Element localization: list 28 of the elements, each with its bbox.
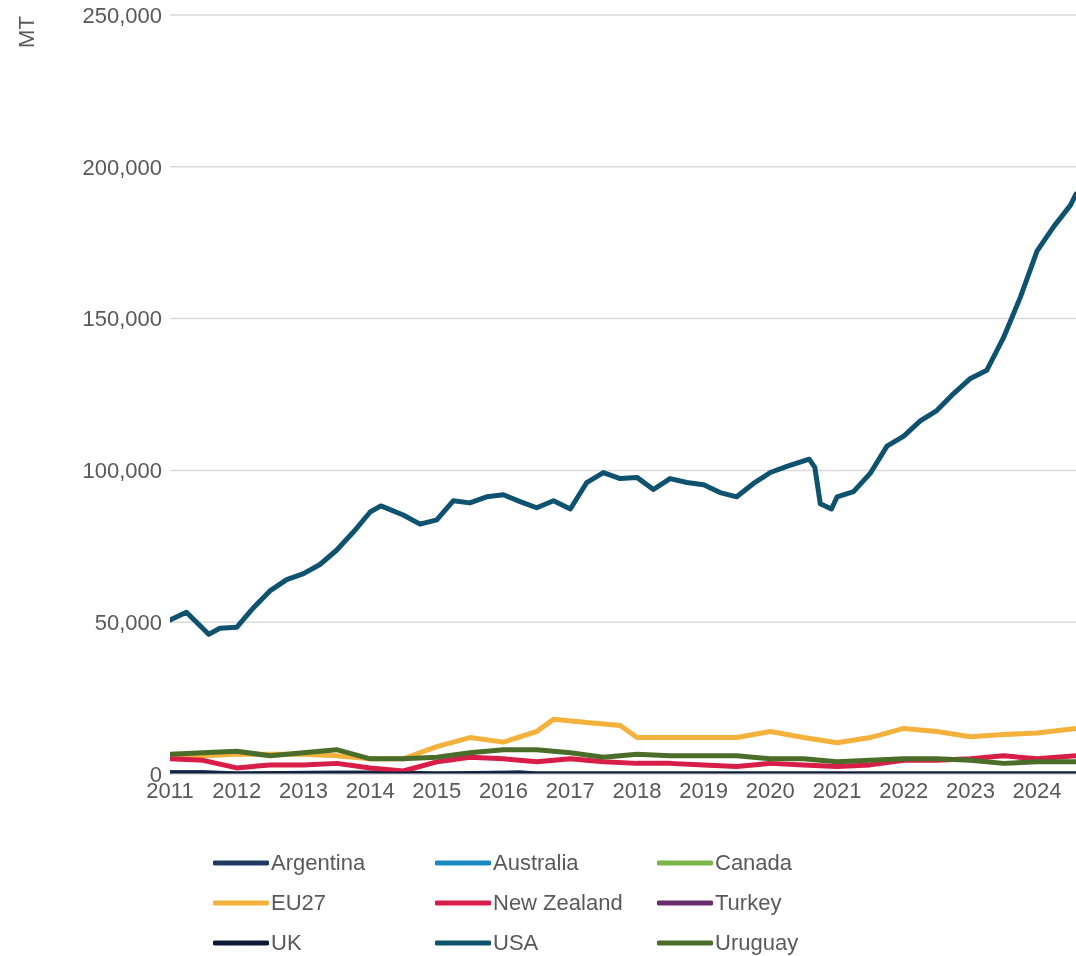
x-tick-label: 2012 <box>212 777 262 803</box>
legend-label: Canada <box>715 850 793 876</box>
x-tick-label: 2019 <box>679 777 729 803</box>
legend-label: Argentina <box>271 850 366 876</box>
legend-label: Uruguay <box>715 930 799 956</box>
x-tick-label: 2023 <box>945 777 995 803</box>
x-tick-label: 2016 <box>479 777 528 803</box>
legend-label: EU27 <box>271 890 327 916</box>
y-tick-label: 100,000 <box>82 458 162 484</box>
y-tick-label: 200,000 <box>82 154 162 180</box>
legend-label: USA <box>493 930 539 956</box>
legend-label: New Zealand <box>493 890 623 916</box>
y-tick-label: 150,000 <box>82 306 162 332</box>
x-tick-label: 2014 <box>345 777 395 803</box>
x-tick-label: 2021 <box>812 777 862 803</box>
x-tick-label: 2013 <box>279 777 328 803</box>
x-tick-label: 2020 <box>745 777 795 803</box>
y-tick-label: 250,000 <box>82 2 162 28</box>
x-tick-label: 2018 <box>612 777 662 803</box>
legend-label: Australia <box>493 850 579 876</box>
x-tick-label: 2017 <box>545 777 595 803</box>
legend-label: UK <box>271 930 302 956</box>
x-tick-label: 2024 <box>1012 777 1062 803</box>
y-tick-label: 50,000 <box>94 610 162 636</box>
x-tick-label: 2022 <box>879 777 929 803</box>
x-tick-label: 2015 <box>412 777 462 803</box>
legend-label: Turkey <box>715 890 782 916</box>
y-axis-title: MT <box>14 16 40 48</box>
